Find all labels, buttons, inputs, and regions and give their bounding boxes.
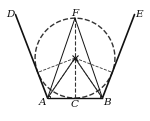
Text: E: E (136, 10, 143, 19)
Text: C: C (71, 100, 79, 109)
Text: D: D (6, 10, 15, 19)
Text: F: F (71, 9, 79, 18)
Text: A: A (39, 98, 46, 107)
Text: B: B (103, 98, 111, 107)
